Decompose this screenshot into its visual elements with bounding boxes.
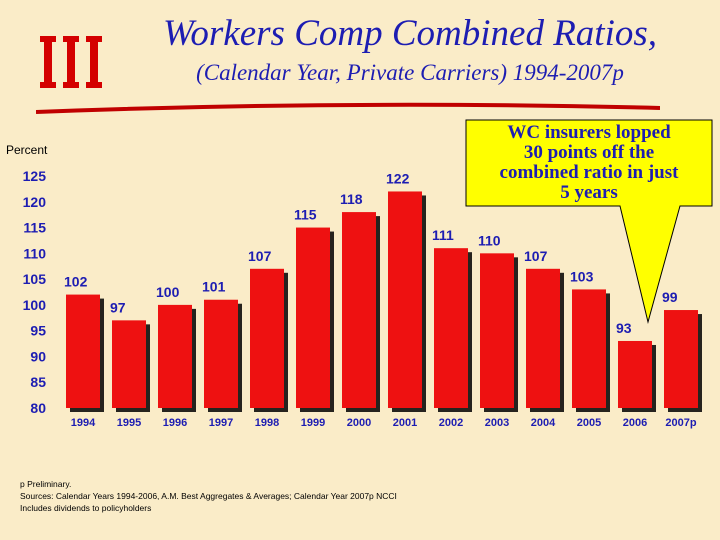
footnote-preliminary: p Preliminary. [20,479,72,489]
bar [480,253,514,408]
x-tick-label: 1994 [71,417,96,429]
x-tick-label: 2006 [623,417,647,429]
footnotes: p Preliminary. Sources: Calendar Years 1… [20,478,620,514]
bar [296,227,330,408]
combined-ratio-chart: Percent 80 85 90 95 100 105 110 115 120 125 102 97… [6,119,713,429]
bar [618,340,652,408]
x-tick-label: 1999 [301,417,325,429]
bar-value-label: 101 [202,279,226,295]
title-underline [36,102,660,114]
bar [388,191,422,408]
bar [112,320,146,408]
x-tick-label: 1995 [117,417,141,429]
bar-value-label: 97 [110,299,126,315]
callout-text-line: 30 points off the [524,142,654,163]
page-subtitle: (Calendar Year, Private Carriers) 1994-2… [196,60,624,85]
x-tick-label: 1996 [163,417,187,429]
x-tick-label: 2000 [347,417,371,429]
y-tick-label: 125 [23,168,47,184]
x-tick-label: 2007p [665,417,696,429]
callout-bubble [465,119,713,324]
footnote-dividends: Includes dividends to policyholders [20,503,152,513]
bar [250,268,284,408]
bar-value-label: 103 [570,268,594,284]
y-tick-label: 110 [23,245,46,261]
iii-logo-icon [40,36,102,88]
x-tick-label: 2001 [393,417,417,429]
callout-text-line: 5 years [560,182,618,203]
bar-value-label: 93 [616,320,632,336]
x-tick-label: 2004 [531,417,556,429]
x-tick-label: 2002 [439,417,463,429]
y-axis-label: Percent [6,143,48,157]
bar-value-label: 107 [248,248,272,264]
y-tick-label: 80 [30,400,46,416]
y-tick-label: 120 [23,194,47,210]
callout-text-line: WC insurers lopped [507,122,671,143]
bar [66,294,100,408]
bar [342,212,376,408]
page-title: Workers Comp Combined Ratios, [162,13,658,54]
y-tick-label: 105 [23,271,47,287]
bar [204,299,238,408]
y-tick-label: 95 [30,323,46,339]
bar-value-label: 110 [478,232,501,248]
callout-text-line: combined ratio in just [500,162,680,183]
bar [572,289,606,408]
bar-value-label: 111 [432,227,454,243]
bar [526,268,560,408]
bar [158,304,192,408]
y-tick-label: 90 [30,348,46,364]
bar-value-label: 122 [386,170,410,186]
y-tick-label: 115 [23,220,46,236]
x-tick-label: 2005 [577,417,601,429]
bar-value-label: 107 [524,248,548,264]
footnote-sources: Sources: Calendar Years 1994-2006, A.M. … [20,491,397,501]
bar [434,248,468,408]
bar-value-label: 99 [662,289,678,305]
bar-value-label: 102 [64,274,88,290]
bar-value-label: 115 [294,207,317,223]
x-tick-label: 1998 [255,417,279,429]
bar [664,310,698,408]
bar-value-label: 100 [156,284,180,300]
y-tick-label: 100 [23,297,47,313]
bar-value-label: 118 [340,191,363,207]
x-tick-label: 1997 [209,417,233,429]
x-tick-label: 2003 [485,417,509,429]
y-tick-label: 85 [30,374,46,390]
